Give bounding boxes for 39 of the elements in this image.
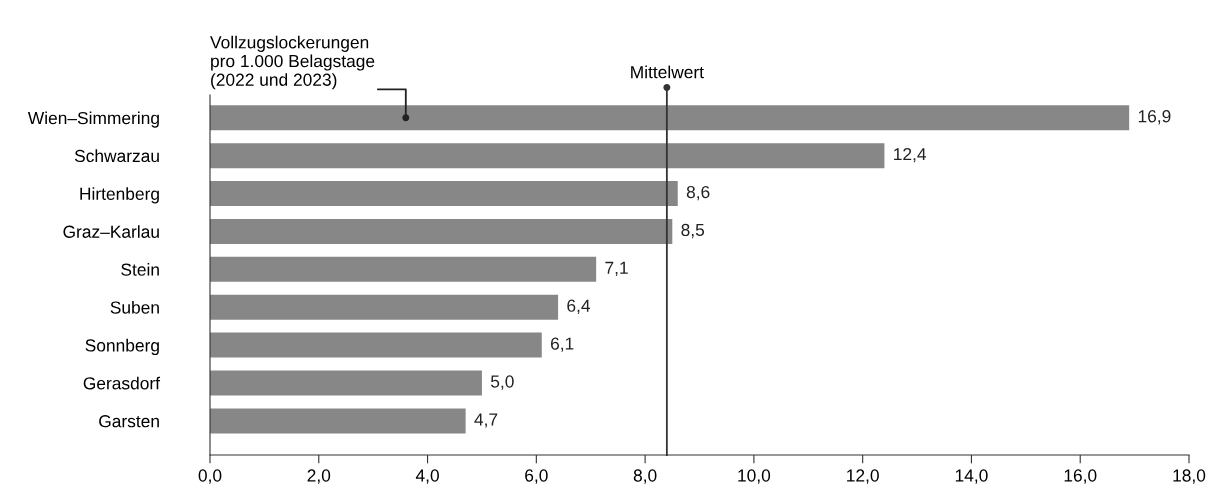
data-label: 6,4 (567, 299, 591, 314)
bar (210, 143, 885, 169)
x-tick-label: 10,0 (738, 469, 771, 484)
data-label: 16,9 (1138, 110, 1171, 125)
x-tick-label: 2,0 (307, 469, 331, 484)
x-tick-label: 16,0 (1064, 469, 1097, 484)
x-tick-label: 0,0 (198, 469, 222, 484)
y-tick-label: Graz–Karlau (63, 225, 159, 238)
y-tick-label: Stein (121, 263, 159, 276)
data-label: 5,0 (490, 375, 514, 390)
annotation: Vollzugslockerungen pro 1.000 Belagstage (2022 und 2023) (210, 35, 375, 90)
data-label: 4,7 (474, 413, 498, 428)
y-tick-label: Gerasdorf (83, 376, 161, 390)
x-tick-label: 12,0 (847, 469, 879, 484)
bar (210, 332, 542, 358)
x-tick-label: 4,0 (415, 469, 439, 484)
data-label: 7,1 (605, 261, 628, 277)
y-tick-label: Garsten (99, 415, 159, 428)
bar (210, 218, 673, 244)
y-tick-label: Sonnberg (85, 338, 159, 355)
y-tick-label: Suben (110, 300, 159, 314)
data-label: 8,5 (681, 223, 705, 239)
ref-line-label: Mittelwert (631, 65, 704, 79)
data-label: 12,4 (894, 148, 927, 163)
bar (210, 370, 482, 396)
x-tick-label: 14,0 (955, 469, 988, 484)
bar (210, 408, 466, 434)
data-label: 6,1 (550, 337, 574, 352)
x-tick-label: 18,0 (1173, 469, 1206, 484)
data-label: 8,6 (686, 185, 710, 201)
x-tick-label: 8,0 (633, 469, 657, 484)
y-tick-label: Schwarzau (74, 149, 159, 163)
bar (210, 181, 678, 207)
y-tick-label: Wien–Simmering (27, 111, 159, 128)
x-tick-label: 6,0 (525, 469, 548, 484)
y-tick-label: Hirtenberg (80, 187, 159, 204)
bar (210, 256, 597, 282)
bar (210, 294, 559, 320)
bar (210, 105, 1130, 131)
